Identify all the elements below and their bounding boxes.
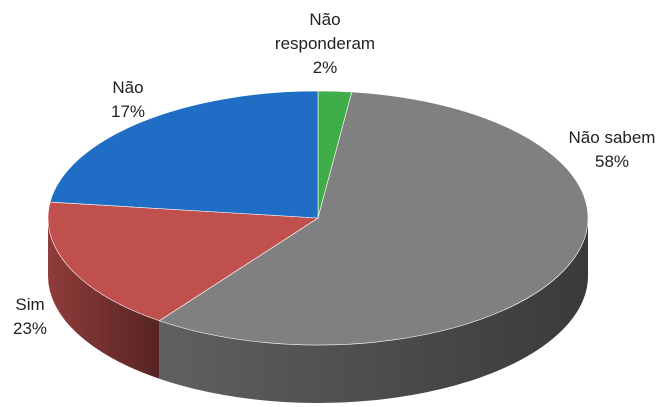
- category-name: Não: [112, 78, 144, 97]
- slice: [158, 91, 589, 346]
- value-label: 58%: [594, 152, 630, 171]
- slice-side: [159, 218, 589, 403]
- category-name: Não responderam: [274, 10, 376, 53]
- data-label: Sim 23%: [0, 293, 95, 341]
- value-label: 23%: [12, 319, 48, 338]
- category-name: Sim: [15, 295, 45, 314]
- data-label: Não responderam 2%: [270, 8, 380, 80]
- value-label: 2%: [312, 58, 338, 77]
- data-label: Não 17%: [63, 76, 193, 124]
- category-name: Não sabem: [568, 128, 656, 147]
- slice: [47, 201, 319, 322]
- slice: [49, 90, 319, 219]
- value-label: 17%: [110, 102, 146, 121]
- data-label: Não sabem 58%: [547, 126, 671, 174]
- slice-side: [48, 218, 160, 379]
